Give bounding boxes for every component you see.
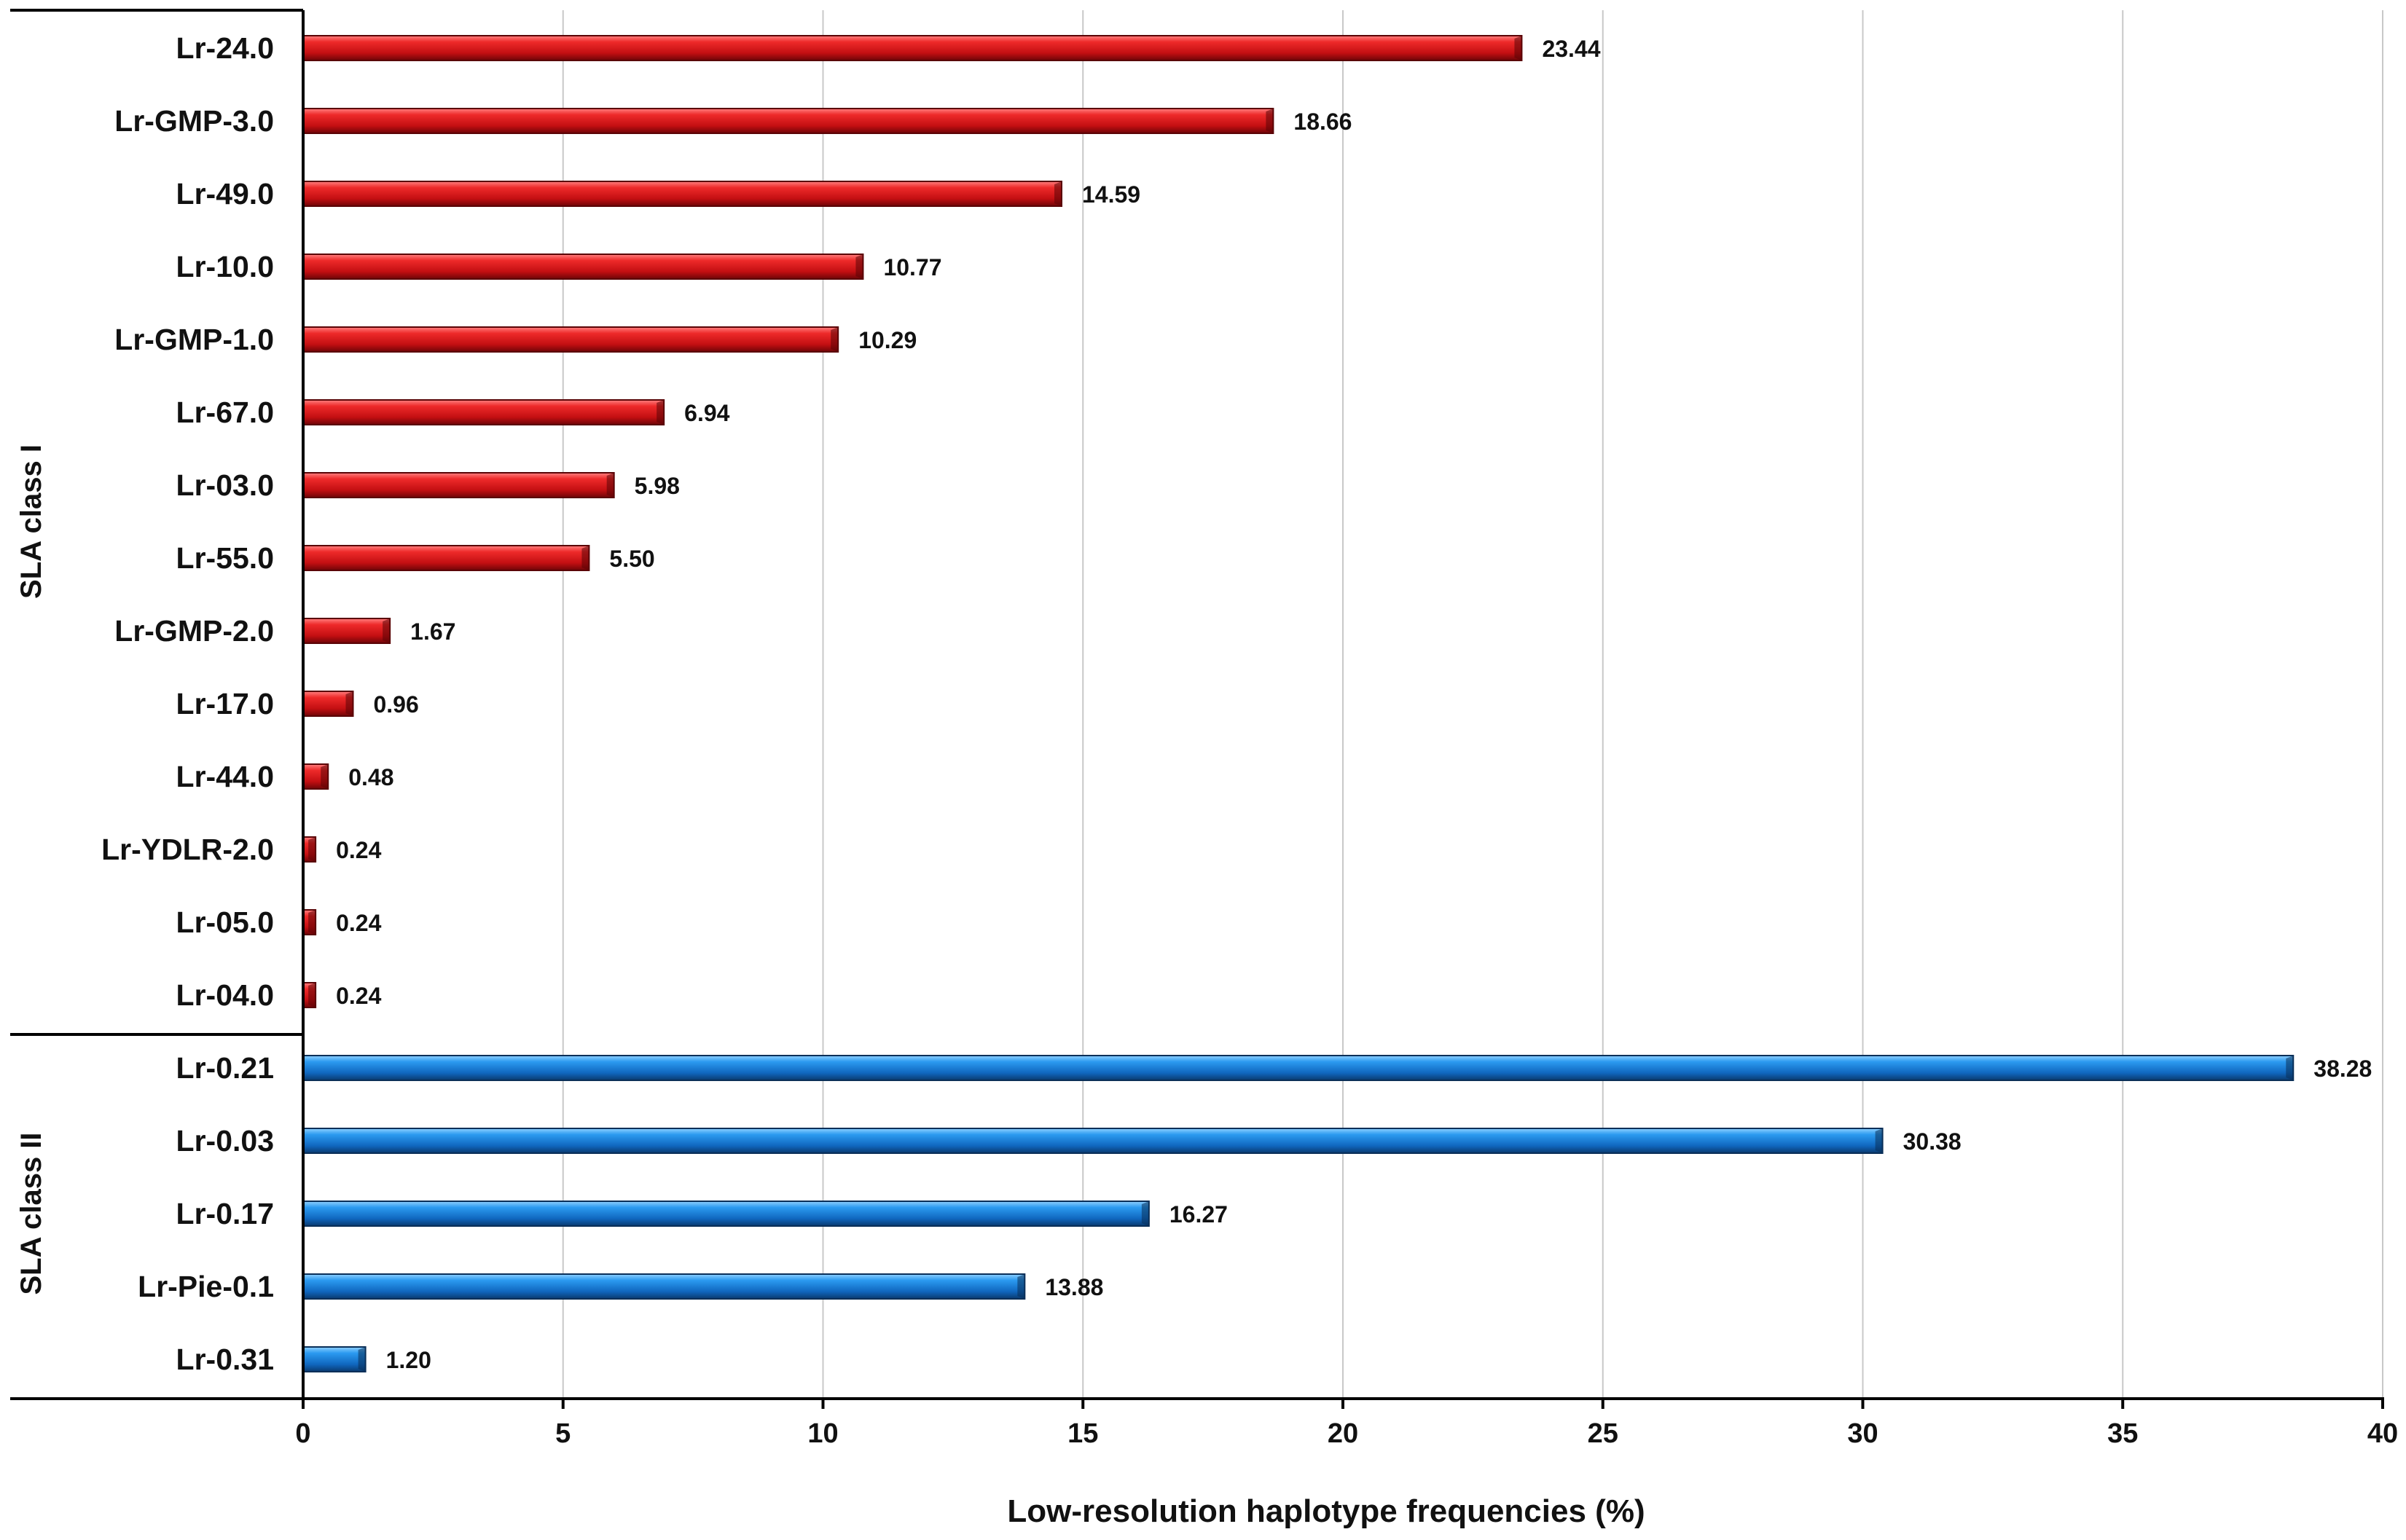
category-label: Lr-05.0	[176, 905, 274, 939]
bar-end-cap	[1141, 1201, 1149, 1226]
value-label: 0.24	[336, 837, 381, 863]
x-tick-label: 15	[1067, 1418, 1098, 1449]
x-tick-label: 20	[1328, 1418, 1358, 1449]
x-tick-label: 25	[1588, 1418, 1618, 1449]
value-label: 30.38	[1903, 1128, 1962, 1155]
x-tick-label: 5	[555, 1418, 571, 1449]
category-label: Lr-GMP-1.0	[114, 323, 274, 356]
category-label: Lr-0.31	[176, 1343, 274, 1376]
bar	[302, 108, 1274, 134]
bar	[302, 181, 1062, 207]
value-label: 1.67	[410, 618, 455, 645]
category-label: Lr-03.0	[176, 468, 274, 502]
bar-end-cap	[1514, 36, 1522, 60]
x-tick-label: 0	[295, 1418, 310, 1449]
bar	[302, 691, 354, 717]
value-label: 38.28	[2313, 1056, 2372, 1082]
bar-end-cap	[1054, 181, 1062, 206]
category-label: Lr-GMP-3.0	[114, 104, 274, 138]
bar	[302, 545, 590, 571]
bar-end-cap	[1266, 109, 1274, 133]
gridlines	[562, 10, 2383, 1399]
category-label: Lr-GMP-2.0	[114, 614, 274, 648]
bar-end-cap	[657, 400, 665, 425]
category-label: Lr-04.0	[176, 978, 274, 1012]
x-tick-label: 35	[2107, 1418, 2138, 1449]
bar	[302, 1346, 367, 1372]
value-label: 6.94	[684, 400, 729, 426]
category-label: Lr-YDLR-2.0	[101, 833, 274, 866]
category-label: Lr-17.0	[176, 687, 274, 720]
bar	[302, 1128, 1884, 1154]
bar-end-cap	[581, 546, 589, 570]
group-label: SLA class II	[15, 1132, 47, 1295]
value-label: 0.24	[336, 910, 381, 936]
bar	[302, 1055, 2295, 1081]
bar	[302, 618, 391, 644]
bar-end-cap	[345, 691, 353, 716]
value-label: 0.96	[373, 691, 418, 718]
bar	[302, 35, 1523, 61]
value-label: 13.88	[1045, 1274, 1103, 1300]
bar	[302, 326, 839, 353]
x-tick-label: 10	[807, 1418, 838, 1449]
axes	[10, 9, 2384, 1409]
value-label: 18.66	[1293, 109, 1352, 135]
x-tick-label: 30	[1847, 1418, 1878, 1449]
labels: 0 5 10 15 20 25 30 35 40 Lr-24.0 23.44 Lr-GMP-3.0 18…	[15, 31, 2398, 1449]
bar	[302, 472, 615, 498]
bar-end-cap	[321, 764, 329, 789]
x-axis-title: Low-resolution haplotype frequencies (%)	[1007, 1493, 1645, 1529]
value-label: 0.24	[336, 983, 381, 1009]
category-label: Lr-44.0	[176, 760, 274, 793]
category-label: Lr-10.0	[176, 250, 274, 283]
bar	[302, 1201, 1150, 1227]
value-label: 10.77	[883, 254, 941, 280]
bar	[302, 254, 864, 280]
bar-end-cap	[1875, 1128, 1883, 1153]
bar	[302, 1273, 1026, 1300]
x-tick-label: 40	[2367, 1418, 2398, 1449]
bar-end-cap	[831, 327, 839, 352]
value-label: 16.27	[1169, 1201, 1228, 1227]
category-label: Lr-24.0	[176, 31, 274, 65]
value-label: 23.44	[1542, 36, 1600, 62]
bar-end-cap	[308, 910, 316, 935]
value-label: 10.29	[858, 327, 917, 353]
bar-end-cap	[606, 473, 614, 498]
bar	[302, 399, 665, 425]
category-label: Lr-0.21	[176, 1051, 274, 1085]
category-label: Lr-0.03	[176, 1124, 274, 1158]
bars	[302, 35, 2295, 1372]
bar-end-cap	[2286, 1056, 2294, 1080]
category-label: Lr-67.0	[176, 396, 274, 429]
bar-end-cap	[308, 837, 316, 862]
bar-end-cap	[855, 254, 863, 279]
category-label: Lr-55.0	[176, 541, 274, 575]
bar-end-cap	[383, 618, 391, 643]
value-label: 5.98	[635, 473, 680, 499]
category-label: Lr-49.0	[176, 177, 274, 211]
value-label: 14.59	[1082, 181, 1140, 208]
group-label: SLA class I	[15, 444, 47, 599]
value-label: 5.50	[609, 546, 654, 572]
category-label: Lr-0.17	[176, 1197, 274, 1230]
bar-end-cap	[1017, 1274, 1025, 1299]
value-label: 1.20	[386, 1347, 431, 1373]
bar-end-cap	[358, 1347, 366, 1372]
bar-end-cap	[308, 983, 316, 1007]
category-label: Lr-Pie-0.1	[138, 1270, 274, 1303]
value-label: 0.48	[348, 764, 393, 790]
